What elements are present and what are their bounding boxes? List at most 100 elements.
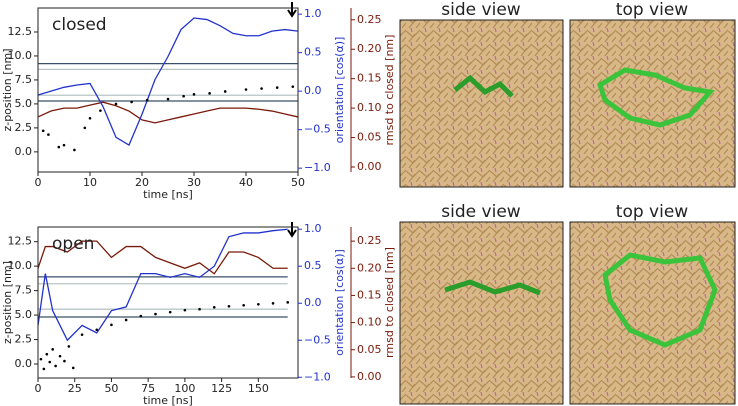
y3-axis-label: rmsd to closed [nm] bbox=[383, 35, 396, 146]
data-point bbox=[45, 352, 49, 356]
data-point bbox=[71, 366, 75, 370]
y3-tick-label: 0.00 bbox=[357, 160, 382, 173]
y3-tick-label: 0.25 bbox=[357, 13, 382, 26]
data-point bbox=[62, 143, 66, 147]
x-tick-label: 30 bbox=[187, 176, 201, 189]
x-axis-label: time [ns] bbox=[143, 188, 193, 201]
data-point bbox=[271, 302, 275, 305]
data-point bbox=[257, 303, 260, 306]
x-tick-label: 20 bbox=[135, 176, 149, 189]
x-axis-label: time [ns] bbox=[143, 394, 193, 406]
data-point bbox=[51, 348, 54, 351]
y3-tick-label: 0.10 bbox=[357, 101, 382, 114]
x-tick-label: 100 bbox=[174, 382, 195, 395]
x-tick-label: 125 bbox=[211, 382, 232, 395]
y2-tick-label: −1.0 bbox=[304, 161, 331, 174]
data-point bbox=[286, 301, 290, 304]
data-line bbox=[37, 101, 299, 124]
y3-tick-label: 0.00 bbox=[357, 370, 382, 383]
panel-label: side view bbox=[441, 202, 520, 222]
data-point bbox=[54, 364, 57, 368]
x-tick-label: 50 bbox=[291, 176, 305, 189]
y3-tick-label: 0.25 bbox=[357, 234, 382, 247]
y3-tick-label: 0.15 bbox=[357, 72, 382, 85]
data-point bbox=[39, 357, 43, 361]
y-tick-label: 12.5 bbox=[8, 235, 33, 248]
arrow bbox=[287, 222, 297, 238]
x-tick-label: 40 bbox=[239, 176, 253, 189]
data-point bbox=[58, 354, 62, 358]
data-point bbox=[154, 312, 157, 316]
data-line bbox=[37, 228, 288, 342]
data-line bbox=[37, 17, 299, 146]
y-tick-label: 10.0 bbox=[8, 49, 33, 62]
data-point bbox=[48, 360, 52, 364]
image-panels: side view top view side view top view bbox=[399, 0, 736, 405]
y-tick-label: 0.0 bbox=[15, 145, 33, 158]
x-tick-label: 25 bbox=[68, 382, 82, 395]
y3-tick-label: 0.05 bbox=[357, 131, 382, 144]
data-point bbox=[124, 318, 128, 322]
y2-tick-label: −1.0 bbox=[304, 370, 331, 383]
molecule bbox=[453, 74, 514, 98]
data-point bbox=[291, 85, 295, 88]
data-point bbox=[166, 97, 170, 101]
data-point bbox=[244, 88, 248, 91]
y3-axis-label: rmsd to closed [nm] bbox=[383, 247, 396, 358]
data-point bbox=[182, 94, 185, 98]
x-tick-label: 50 bbox=[104, 382, 118, 395]
chart-title: closed bbox=[52, 15, 107, 35]
y2-tick-label: 0.5 bbox=[304, 46, 322, 59]
y2-tick-label: 1.0 bbox=[304, 7, 322, 20]
side-view-image bbox=[399, 221, 564, 405]
data-point bbox=[42, 367, 46, 371]
x-tick-label: 0 bbox=[35, 382, 42, 395]
data-point bbox=[80, 333, 84, 336]
y3-tick-label: 0.05 bbox=[357, 343, 382, 356]
molecule bbox=[596, 67, 715, 128]
data-point bbox=[47, 133, 50, 136]
data-point bbox=[88, 116, 92, 120]
data-point bbox=[63, 359, 66, 363]
y-tick-label: 5.0 bbox=[15, 308, 33, 321]
data-point bbox=[57, 145, 61, 149]
y-tick-label: 0.0 bbox=[15, 357, 33, 370]
molecule bbox=[602, 252, 718, 348]
y2-tick-label: 0.0 bbox=[304, 296, 322, 309]
data-point bbox=[67, 345, 71, 348]
data-point bbox=[99, 109, 102, 112]
y-tick-label: 5.0 bbox=[15, 97, 33, 110]
data-point bbox=[110, 323, 113, 327]
arrow bbox=[287, 2, 297, 18]
data-point bbox=[227, 304, 231, 308]
x-tick-label: 75 bbox=[141, 382, 155, 395]
data-point bbox=[130, 100, 133, 104]
panel-label: top view bbox=[616, 202, 689, 222]
chart-title: open bbox=[52, 234, 94, 254]
data-point bbox=[83, 126, 87, 130]
data-point bbox=[260, 87, 263, 90]
y-tick-label: 12.5 bbox=[8, 25, 33, 38]
x-tick-label: 0 bbox=[35, 176, 42, 189]
data-point bbox=[275, 86, 279, 89]
y3-tick-label: 0.10 bbox=[357, 316, 382, 329]
y2-tick-label: −0.5 bbox=[304, 333, 331, 346]
y-axis-label: z-position [nm] bbox=[1, 261, 14, 344]
top-view-image bbox=[569, 19, 736, 188]
data-point bbox=[168, 310, 172, 314]
data-point bbox=[192, 93, 196, 96]
y3-tick-label: 0.20 bbox=[357, 261, 382, 274]
side-view-image bbox=[399, 19, 564, 188]
y2-tick-label: 1.0 bbox=[304, 222, 322, 235]
y-tick-label: 2.5 bbox=[15, 333, 33, 346]
data-point bbox=[41, 129, 45, 133]
data-point bbox=[212, 305, 216, 309]
data-point bbox=[208, 92, 211, 95]
plot-frame bbox=[37, 226, 299, 379]
top-view-image bbox=[569, 221, 736, 405]
y3-tick-label: 0.15 bbox=[357, 288, 382, 301]
data-point bbox=[223, 90, 227, 93]
plot-frame bbox=[37, 7, 299, 173]
data-point bbox=[198, 307, 201, 311]
